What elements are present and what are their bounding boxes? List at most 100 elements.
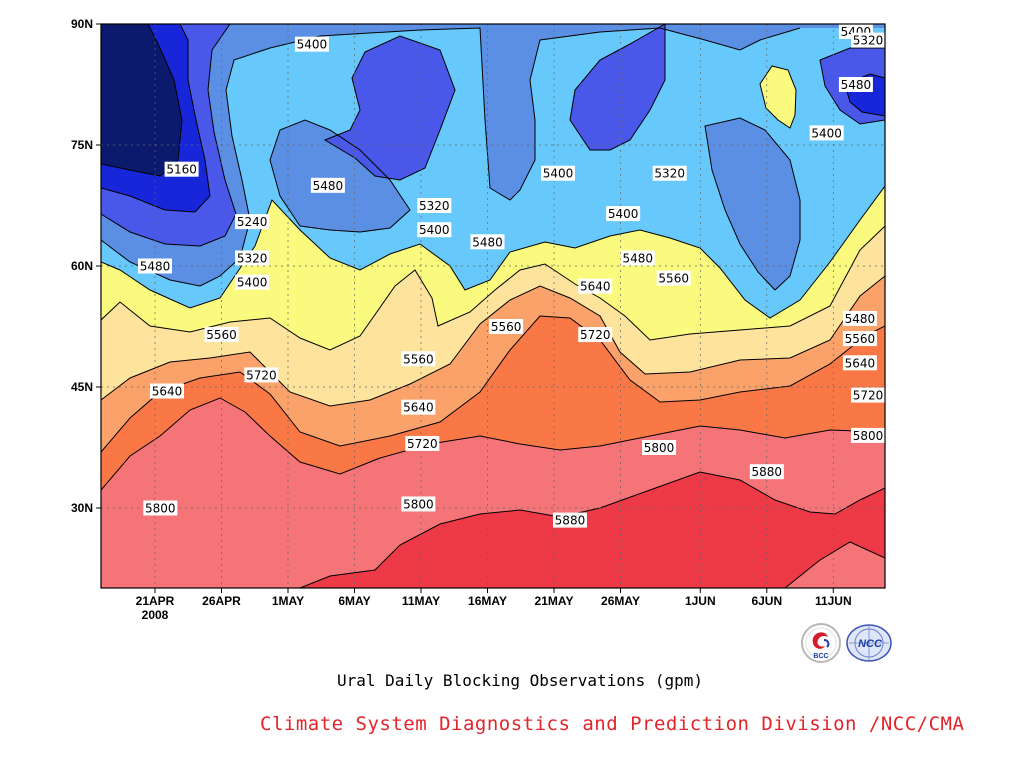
x-tick-label: 11JUN — [815, 594, 852, 608]
grid-lines — [101, 24, 885, 588]
contour-label-box — [656, 270, 691, 286]
y-tick-label: 45N — [71, 380, 93, 394]
contour-label-box — [809, 125, 844, 141]
contour-label-box — [578, 327, 613, 343]
contour-label-text: 5800 — [145, 502, 176, 516]
contour-label: 5400 — [809, 125, 844, 141]
contour-line-5320c — [569, 24, 666, 151]
contour-line-5640 — [101, 275, 885, 407]
contour-label-text: 5400 — [608, 207, 639, 221]
contour-label: 5640 — [149, 383, 184, 399]
contour-label-box — [417, 198, 452, 213]
contour-label-box — [149, 383, 184, 399]
contour-label-text: 5480 — [623, 251, 654, 265]
contour-line-5240b — [844, 73, 885, 117]
fill-gt5880 — [300, 472, 885, 588]
contour-label: 5800 — [401, 496, 436, 512]
contour-label-text: 5400 — [419, 223, 450, 237]
contour-label-box — [540, 165, 575, 181]
contour-label: 5480 — [470, 234, 505, 250]
contour-line-5400b — [269, 119, 411, 233]
contour-label: 5720 — [244, 367, 279, 383]
y-tick-label: 60N — [71, 259, 93, 273]
contour-label-box — [401, 351, 436, 367]
contour-label-box — [235, 250, 270, 266]
contour-label: 5720 — [578, 327, 613, 343]
contour-label-box — [405, 435, 440, 451]
contour-label-text: 5560 — [491, 320, 522, 334]
contour-label: 5800 — [143, 500, 178, 516]
contour-label: 5640 — [401, 399, 436, 415]
plot-frame — [100, 23, 886, 589]
contour-label-text: 5480 — [841, 78, 872, 92]
x-year-label: 2008 — [142, 608, 169, 622]
contour-line-5400 — [101, 27, 801, 287]
ncc-logo-text: NCC — [858, 638, 883, 650]
x-axis: 21APR 26APR 1MAY 6MAY 11MAY 16MAY 21MAY 26MAY 1J… — [136, 588, 852, 622]
x-tick-label: 6JUN — [751, 594, 782, 608]
contour-label-text: 5160 — [166, 163, 197, 177]
chart-title: Ural Daily Blocking Observations (gpm) — [336, 671, 704, 690]
contour-label-box — [652, 165, 687, 181]
contour-label: 5480 — [838, 77, 873, 92]
contour-line-5320 — [101, 24, 237, 247]
contour-label: 5160 — [164, 161, 199, 177]
contour-label-box — [749, 464, 784, 480]
contour-line-5320b — [323, 35, 456, 181]
contour-label-text: 5400 — [237, 276, 268, 290]
contour-label-box — [851, 427, 885, 443]
contour-label-box — [470, 234, 505, 250]
contour-label-box — [310, 177, 345, 193]
contour-line-5160 — [101, 24, 183, 177]
contour-label-box — [401, 496, 436, 512]
contour-label: 5320 — [652, 165, 687, 181]
contour-label-box — [606, 206, 641, 222]
contour-label-box — [204, 327, 239, 343]
contour-label-box — [620, 250, 655, 266]
contour-label-text: 5480 — [313, 179, 344, 193]
contour-line-5880b — [784, 541, 885, 588]
contour-label-box — [578, 278, 613, 294]
y-tick-label: 90N — [71, 17, 93, 31]
contour-label: 5800 — [642, 440, 677, 455]
contour-label: 5400 — [294, 36, 329, 52]
contour-label: 5560 — [401, 351, 436, 367]
contour-label: 5480 — [620, 250, 655, 266]
contour-label-text: 5640 — [152, 385, 183, 399]
contour-label-text: 5640 — [845, 356, 876, 370]
bcc-logo: BCC — [800, 622, 842, 669]
contour-label-box — [138, 258, 172, 274]
contour-label: 5640 — [842, 355, 877, 371]
x-tick-label: 1JUN — [685, 594, 716, 608]
x-tick-label: 26MAY — [601, 594, 640, 608]
contour-label-text: 5320 — [419, 199, 450, 213]
contour-label-box — [235, 274, 270, 290]
contour-label-text: 5320 — [654, 167, 685, 181]
contour-label: 5320 — [851, 32, 885, 48]
contour-line-5320d — [819, 47, 885, 125]
contour-label-text: 5560 — [403, 352, 434, 366]
contour-label-text: 5640 — [403, 401, 434, 415]
contour-label-text: 5800 — [403, 497, 434, 511]
contour-label-text: 5720 — [246, 368, 277, 382]
contour-label: 5880 — [749, 464, 784, 480]
contour-fills — [101, 24, 885, 588]
x-tick-label: 21APR — [136, 594, 175, 608]
contour-label-box — [489, 319, 524, 334]
contour-label: 5560 — [489, 319, 524, 334]
contour-label-box — [401, 399, 436, 415]
contour-label-box — [294, 36, 329, 52]
contour-label-text: 5880 — [752, 465, 783, 479]
contour-label: 5480 — [138, 258, 172, 274]
contour-label-box — [851, 387, 885, 403]
contour-label: 5400 — [235, 274, 270, 290]
contour-label-text: 5480 — [472, 235, 503, 249]
contour-label: 5480 — [310, 177, 345, 193]
contour-label: 5480 — [842, 310, 877, 326]
contour-label: 5400 — [540, 165, 575, 181]
contour-label: 5560 — [204, 327, 239, 343]
fill-5160-5240 — [101, 24, 885, 212]
contour-label: 5240 — [235, 214, 270, 230]
contour-label: 5560 — [656, 270, 691, 286]
